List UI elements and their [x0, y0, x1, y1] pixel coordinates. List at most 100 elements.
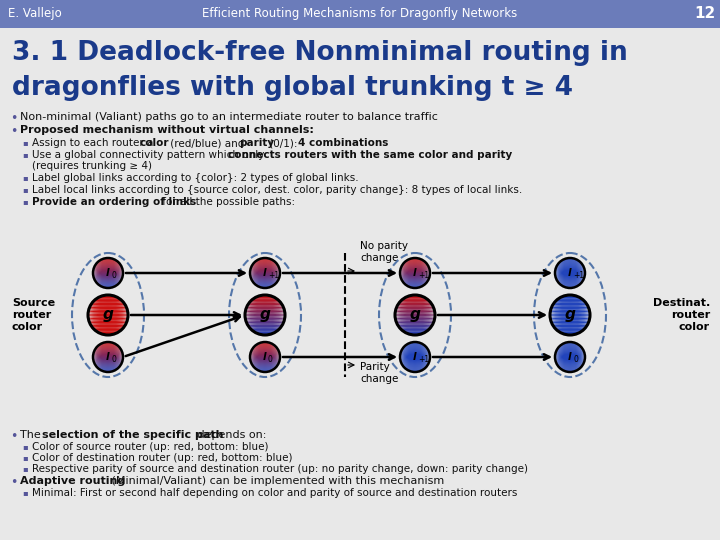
Ellipse shape: [395, 312, 435, 314]
Text: g: g: [564, 307, 575, 322]
Ellipse shape: [400, 285, 430, 287]
Ellipse shape: [93, 260, 123, 262]
Ellipse shape: [88, 319, 128, 321]
Ellipse shape: [93, 345, 123, 346]
Ellipse shape: [555, 277, 585, 278]
Ellipse shape: [400, 360, 430, 361]
Ellipse shape: [88, 332, 128, 333]
Ellipse shape: [93, 350, 123, 352]
Ellipse shape: [400, 279, 430, 280]
Ellipse shape: [395, 295, 435, 297]
Ellipse shape: [93, 280, 123, 281]
Ellipse shape: [93, 281, 123, 282]
Ellipse shape: [555, 261, 585, 263]
Ellipse shape: [400, 355, 430, 356]
Ellipse shape: [93, 285, 123, 287]
Ellipse shape: [245, 320, 285, 322]
Text: +1: +1: [268, 272, 279, 280]
Ellipse shape: [93, 259, 123, 260]
Ellipse shape: [555, 273, 585, 274]
Text: Color of destination router (up: red, bottom: blue): Color of destination router (up: red, bo…: [32, 453, 292, 463]
Ellipse shape: [93, 368, 123, 369]
Ellipse shape: [93, 354, 123, 355]
Ellipse shape: [93, 276, 123, 277]
Ellipse shape: [400, 258, 430, 259]
Ellipse shape: [555, 349, 585, 350]
Ellipse shape: [550, 302, 590, 304]
Ellipse shape: [93, 365, 123, 367]
Ellipse shape: [93, 369, 123, 370]
Text: Destinat.
router
color: Destinat. router color: [653, 298, 710, 333]
Text: Minimal: First or second half depending on color and parity of source and destin: Minimal: First or second half depending …: [32, 488, 518, 498]
Ellipse shape: [555, 368, 585, 369]
Ellipse shape: [88, 294, 128, 296]
Ellipse shape: [250, 268, 280, 269]
Text: 0: 0: [573, 355, 578, 364]
Text: l: l: [262, 352, 266, 362]
Ellipse shape: [395, 316, 435, 318]
Text: 0: 0: [111, 355, 116, 364]
Ellipse shape: [245, 305, 285, 307]
Ellipse shape: [400, 259, 430, 261]
Ellipse shape: [550, 304, 590, 306]
Ellipse shape: [88, 329, 128, 330]
Ellipse shape: [93, 357, 123, 358]
Ellipse shape: [88, 323, 128, 325]
Text: •: •: [10, 430, 17, 443]
Text: Provide an ordering of links: Provide an ordering of links: [32, 197, 197, 207]
Ellipse shape: [93, 278, 123, 279]
Ellipse shape: [400, 272, 430, 273]
Ellipse shape: [555, 282, 585, 284]
Ellipse shape: [555, 287, 585, 288]
Ellipse shape: [555, 274, 585, 275]
Ellipse shape: [250, 350, 280, 352]
Ellipse shape: [93, 359, 123, 360]
Text: (0/1):: (0/1):: [266, 138, 301, 148]
Ellipse shape: [555, 346, 585, 347]
Text: Adaptive routing: Adaptive routing: [20, 476, 125, 486]
Ellipse shape: [400, 287, 430, 288]
Ellipse shape: [93, 258, 123, 259]
Ellipse shape: [93, 261, 123, 263]
Ellipse shape: [245, 304, 285, 306]
Ellipse shape: [93, 287, 123, 288]
Ellipse shape: [93, 346, 123, 347]
Ellipse shape: [400, 264, 430, 265]
Ellipse shape: [555, 284, 585, 285]
Text: •: •: [10, 125, 17, 138]
Ellipse shape: [555, 275, 585, 276]
Ellipse shape: [400, 282, 430, 284]
Ellipse shape: [93, 360, 123, 361]
Ellipse shape: [250, 342, 280, 343]
Ellipse shape: [395, 298, 435, 300]
Ellipse shape: [400, 361, 430, 362]
Ellipse shape: [250, 280, 280, 281]
Ellipse shape: [250, 270, 280, 271]
Ellipse shape: [250, 284, 280, 285]
Ellipse shape: [400, 345, 430, 346]
Ellipse shape: [88, 302, 128, 304]
Ellipse shape: [555, 265, 585, 266]
Ellipse shape: [250, 366, 280, 367]
Ellipse shape: [395, 294, 435, 296]
Text: ▪: ▪: [22, 138, 27, 147]
Text: No parity
change: No parity change: [360, 241, 408, 263]
Ellipse shape: [88, 301, 128, 303]
Ellipse shape: [93, 364, 123, 366]
Ellipse shape: [555, 369, 585, 370]
Ellipse shape: [395, 323, 435, 325]
Text: g: g: [410, 307, 420, 322]
Ellipse shape: [93, 265, 123, 266]
Text: 3. 1 Deadlock-free Nonminimal routing in: 3. 1 Deadlock-free Nonminimal routing in: [12, 40, 628, 66]
Ellipse shape: [245, 333, 285, 334]
Ellipse shape: [555, 276, 585, 277]
Ellipse shape: [555, 343, 585, 345]
Ellipse shape: [93, 366, 123, 367]
Text: ▪: ▪: [22, 488, 27, 497]
Ellipse shape: [245, 315, 285, 316]
Ellipse shape: [88, 312, 128, 314]
Ellipse shape: [93, 267, 123, 268]
Ellipse shape: [88, 308, 128, 309]
Ellipse shape: [250, 368, 280, 369]
Ellipse shape: [93, 259, 123, 261]
